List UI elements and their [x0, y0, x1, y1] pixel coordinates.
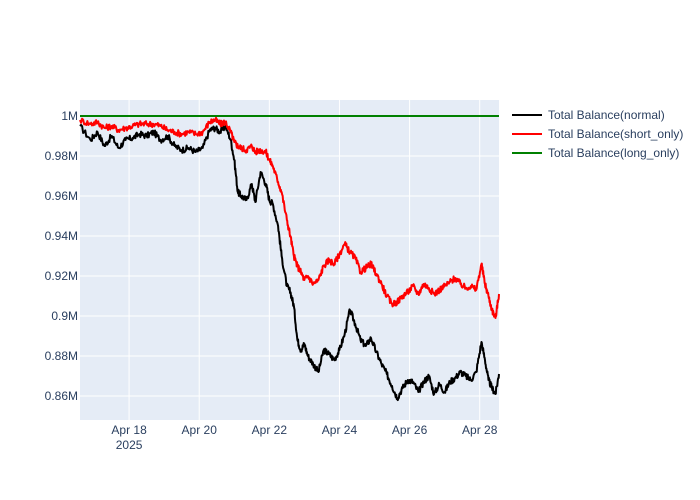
- x-tick-sublabel: 2025: [116, 438, 143, 452]
- x-tick-label: Apr 22: [252, 423, 288, 437]
- y-tick-label: 0.96M: [45, 189, 78, 203]
- legend[interactable]: Total Balance(normal) Total Balance(short…: [512, 108, 683, 160]
- plot-background: [80, 100, 499, 420]
- series-layer: [79, 115, 500, 402]
- x-gridlines: [128, 100, 481, 420]
- x-tick-label: Apr 26: [392, 423, 428, 437]
- x-tick-label: Apr 18: [111, 423, 147, 437]
- series-line-0[interactable]: [79, 123, 500, 402]
- series-line-1[interactable]: [79, 116, 500, 319]
- y-tick-label: 0.9M: [51, 309, 78, 323]
- y-tick-label: 0.88M: [45, 349, 78, 363]
- y-tick-label: 1M: [61, 109, 78, 123]
- x-tick-label: Apr 20: [182, 423, 218, 437]
- y-axis-ticks: 0.86M 0.88M 0.9M 0.92M 0.94M 0.96M 0.98M 1M: [45, 109, 78, 403]
- x-tick-label: Apr 24: [322, 423, 358, 437]
- y-tick-label: 0.92M: [45, 269, 78, 283]
- legend-label: Total Balance(short_only): [548, 127, 683, 141]
- legend-label: Total Balance(long_only): [548, 146, 679, 160]
- x-tick-label: Apr 28: [462, 423, 498, 437]
- legend-item[interactable]: Total Balance(short_only): [512, 127, 683, 141]
- y-tick-label: 0.98M: [45, 149, 78, 163]
- legend-label: Total Balance(normal): [548, 108, 665, 122]
- legend-item[interactable]: Total Balance(long_only): [512, 146, 679, 160]
- legend-item[interactable]: Total Balance(normal): [512, 108, 665, 122]
- y-tick-label: 0.86M: [45, 389, 78, 403]
- y-tick-label: 0.94M: [45, 229, 78, 243]
